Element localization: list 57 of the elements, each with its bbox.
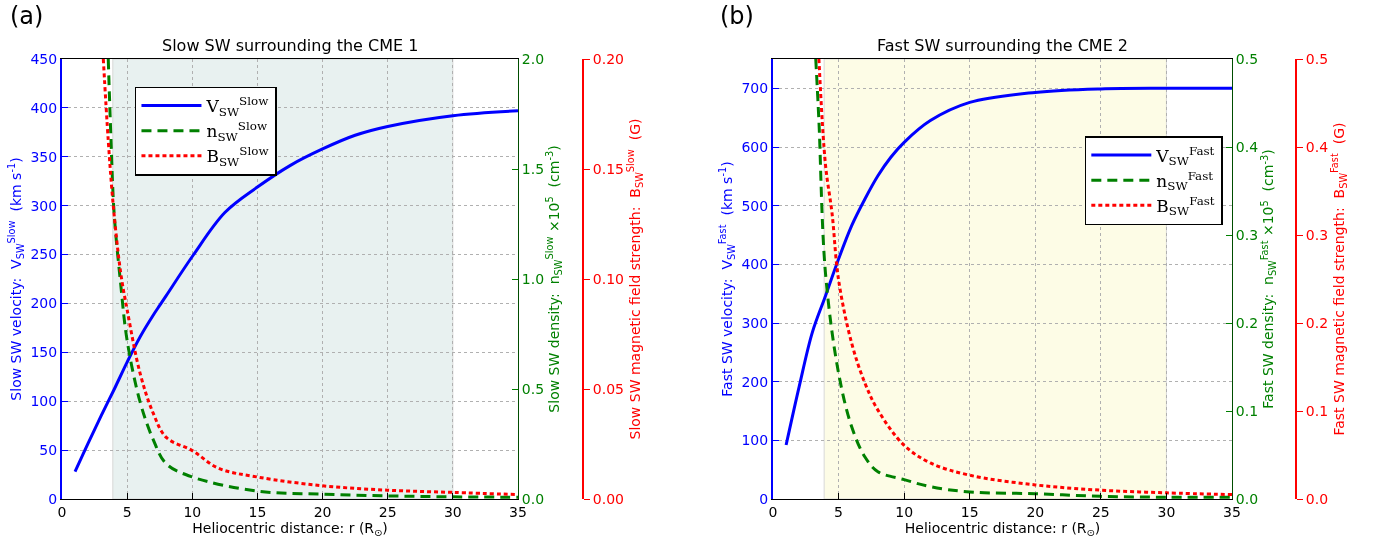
y2-tick-label: 0.2: [1235, 314, 1259, 331]
y3-tick-label: 0.00: [592, 490, 624, 507]
y2-tick-label: 1.5: [521, 160, 545, 177]
text: (a): [10, 2, 44, 30]
x-tick-label: 15: [248, 503, 267, 520]
y3-tick-label: 0.15: [592, 160, 624, 177]
x-tick-label: 10: [895, 503, 914, 520]
y2-tick-label: 1.0: [521, 270, 545, 287]
y2-tick-label: 0.5: [521, 380, 545, 397]
y2-tick-label: 0.4: [1235, 138, 1259, 155]
y3-tick-label: 0.5: [1305, 50, 1329, 67]
x-tick-label: 30: [443, 503, 462, 520]
text: (b): [720, 2, 754, 30]
y-tick-label: 300: [30, 197, 58, 214]
y3-tick-label: 0.2: [1305, 314, 1329, 331]
y3-tick-label: 0.4: [1305, 138, 1329, 155]
y-tick-label: 300: [741, 314, 769, 331]
y2-tick-label: 0.5: [1235, 50, 1259, 67]
y-tick-label: 400: [741, 256, 769, 273]
y-tick-label: 450: [30, 50, 58, 67]
y-tick-label: 600: [741, 138, 769, 155]
y-tick-label: 100: [30, 393, 58, 410]
x-tick-label: 5: [122, 503, 132, 520]
y2-tick-label: 0.1: [1235, 402, 1259, 419]
x-tick-label: 15: [960, 503, 979, 520]
y-tick-label: 150: [30, 344, 58, 361]
y-tick-label: 250: [30, 246, 58, 263]
y3-tick-label: 0.3: [1305, 226, 1329, 243]
y-tick-label: 50: [39, 442, 58, 459]
chart-title: Fast SW surrounding the CME 2: [877, 36, 1129, 55]
x-tick-label: 20: [1026, 503, 1045, 520]
y-tick-label: 700: [741, 80, 769, 97]
y2-tick-label: 0.3: [1235, 226, 1259, 243]
y3-tick-label: 0.20: [592, 50, 624, 67]
y3-tick-label: 0.05: [592, 380, 624, 397]
y-tick-label: 200: [741, 373, 769, 390]
y3-tick-label: 0.10: [592, 270, 624, 287]
x-tick-label: 5: [834, 503, 844, 520]
x-tick-label: 25: [378, 503, 397, 520]
line-series: [784, 86, 1232, 447]
y-tick-label: 350: [30, 148, 58, 165]
y3-tick-label: 0.0: [1305, 490, 1329, 507]
y-tick-label: 0: [48, 490, 58, 507]
y-tick-label: 500: [741, 197, 769, 214]
x-axis-title: Heliocentric distance: r (R$_{⊙}$): [192, 520, 388, 539]
y-tick-label: 0: [759, 490, 769, 507]
y2-tick-label: 2.0: [521, 50, 545, 67]
x-tick-label: 10: [183, 503, 202, 520]
x-tick-label: 25: [1091, 503, 1110, 520]
x-axis-title: Heliocentric distance: r (R$_{⊙}$): [904, 520, 1101, 539]
y3-tick-label: 0.1: [1305, 402, 1329, 419]
y-tick-label: 100: [741, 432, 769, 449]
chart-title: Slow SW surrounding the CME 1: [162, 36, 419, 55]
x-tick-label: 20: [313, 503, 332, 520]
y-tick-label: 400: [30, 99, 58, 116]
y-tick-label: 200: [30, 295, 58, 312]
x-tick-label: 30: [1157, 503, 1176, 520]
